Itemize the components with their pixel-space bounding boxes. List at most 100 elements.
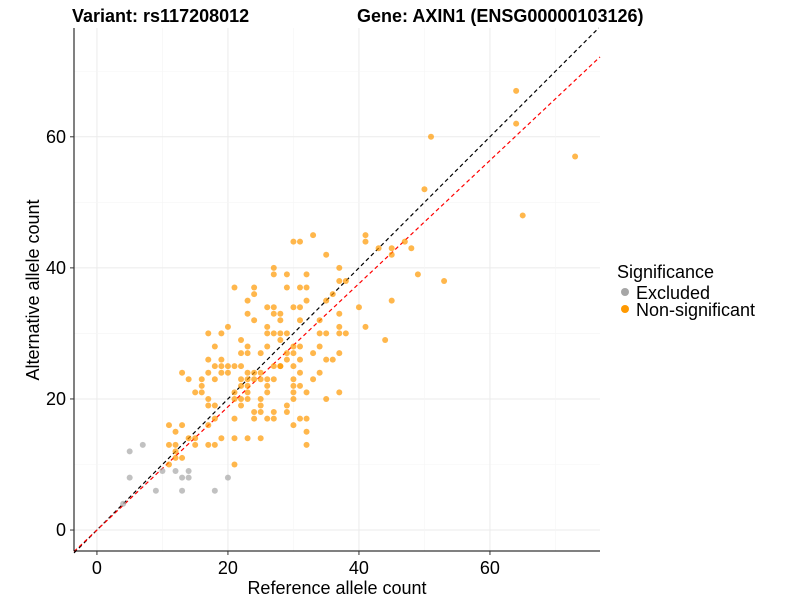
point-non-significant: [172, 441, 179, 448]
point-non-significant: [303, 284, 310, 291]
point-excluded: [172, 468, 179, 475]
point-non-significant: [205, 395, 212, 402]
legend-key-non-significant: [621, 305, 629, 313]
x-tick-label: 0: [92, 558, 102, 578]
point-non-significant: [224, 369, 231, 376]
point-excluded: [159, 468, 166, 475]
x-tick-label: 60: [480, 558, 500, 578]
point-non-significant: [231, 461, 238, 468]
point-excluded: [126, 474, 133, 481]
point-non-significant: [303, 415, 310, 422]
point-non-significant: [277, 317, 284, 324]
point-non-significant: [211, 415, 218, 422]
point-non-significant: [283, 409, 290, 416]
point-non-significant: [336, 277, 343, 284]
point-non-significant: [336, 310, 343, 317]
point-non-significant: [296, 343, 303, 350]
point-non-significant: [303, 441, 310, 448]
point-non-significant: [264, 343, 271, 350]
point-non-significant: [211, 376, 218, 383]
point-non-significant: [316, 369, 323, 376]
point-excluded: [224, 474, 231, 481]
point-non-significant: [185, 435, 192, 442]
point-non-significant: [244, 435, 251, 442]
point-non-significant: [218, 369, 225, 376]
point-non-significant: [513, 87, 520, 94]
point-non-significant: [238, 402, 245, 409]
point-non-significant: [290, 395, 297, 402]
point-non-significant: [257, 369, 264, 376]
point-non-significant: [270, 330, 277, 337]
title-gene: Gene: AXIN1 (ENSG00000103126): [357, 6, 643, 26]
point-non-significant: [290, 350, 297, 357]
point-excluded: [185, 468, 192, 475]
point-non-significant: [244, 389, 251, 396]
point-non-significant: [277, 310, 284, 317]
point-non-significant: [388, 245, 395, 252]
point-non-significant: [283, 356, 290, 363]
point-non-significant: [342, 330, 349, 337]
fit-line: [73, 56, 601, 553]
point-non-significant: [421, 186, 428, 193]
point-non-significant: [303, 389, 310, 396]
point-excluded: [211, 487, 218, 494]
point-non-significant: [519, 212, 526, 219]
point-non-significant: [165, 461, 172, 468]
point-non-significant: [277, 330, 284, 337]
point-non-significant: [310, 350, 317, 357]
point-non-significant: [362, 238, 369, 245]
point-non-significant: [323, 356, 330, 363]
point-non-significant: [296, 415, 303, 422]
point-non-significant: [179, 454, 186, 461]
point-non-significant: [211, 343, 218, 350]
point-non-significant: [290, 363, 297, 370]
point-non-significant: [257, 402, 264, 409]
point-non-significant: [303, 271, 310, 278]
point-non-significant: [283, 350, 290, 357]
point-non-significant: [323, 297, 330, 304]
point-non-significant: [205, 441, 212, 448]
point-non-significant: [231, 415, 238, 422]
point-non-significant: [296, 356, 303, 363]
point-non-significant: [257, 350, 264, 357]
point-non-significant: [205, 356, 212, 363]
point-non-significant: [290, 343, 297, 350]
point-non-significant: [270, 409, 277, 416]
point-non-significant: [270, 304, 277, 311]
point-non-significant: [336, 389, 343, 396]
point-non-significant: [303, 297, 310, 304]
point-non-significant: [205, 369, 212, 376]
point-non-significant: [316, 330, 323, 337]
point-non-significant: [296, 317, 303, 324]
point-non-significant: [264, 330, 271, 337]
point-non-significant: [231, 435, 238, 442]
point-non-significant: [172, 454, 179, 461]
point-non-significant: [244, 395, 251, 402]
legend-label-non-significant: Non-significant: [636, 300, 755, 320]
point-non-significant: [270, 376, 277, 383]
legend-key-excluded: [621, 288, 629, 296]
point-non-significant: [264, 415, 271, 422]
point-non-significant: [251, 291, 258, 298]
point-non-significant: [257, 376, 264, 383]
legend-label-excluded: Excluded: [636, 283, 710, 303]
point-non-significant: [264, 304, 271, 311]
point-non-significant: [270, 310, 277, 317]
point-non-significant: [382, 336, 389, 343]
point-non-significant: [408, 245, 415, 252]
x-axis-label: Reference allele count: [247, 578, 426, 598]
point-non-significant: [192, 441, 199, 448]
point-non-significant: [296, 284, 303, 291]
point-non-significant: [264, 376, 271, 383]
point-non-significant: [192, 389, 199, 396]
point-non-significant: [283, 402, 290, 409]
point-non-significant: [238, 382, 245, 389]
point-non-significant: [329, 356, 336, 363]
point-excluded: [126, 448, 133, 455]
legend: Significance Excluded Non-significant: [617, 262, 755, 320]
point-non-significant: [336, 264, 343, 271]
point-non-significant: [257, 409, 264, 416]
point-non-significant: [224, 323, 231, 330]
point-non-significant: [270, 264, 277, 271]
